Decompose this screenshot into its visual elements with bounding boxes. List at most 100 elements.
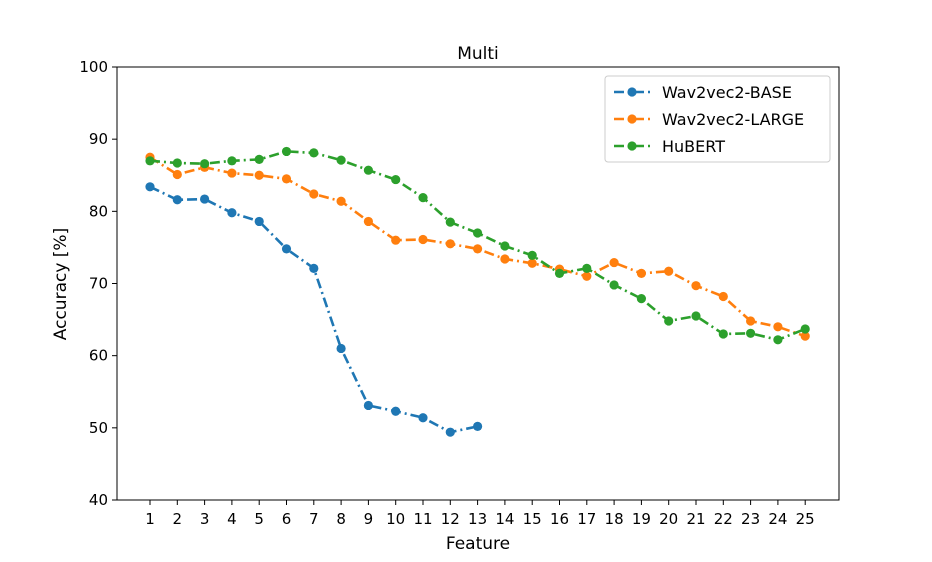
x-tick-label: 23	[741, 510, 760, 528]
x-tick-label: 20	[659, 510, 678, 528]
data-point	[609, 280, 619, 290]
x-tick-label: 18	[605, 510, 624, 528]
data-point	[227, 208, 237, 218]
data-point	[554, 268, 565, 278]
data-point	[445, 217, 455, 227]
legend-item: HuBERT	[614, 137, 725, 156]
x-tick-label: 5	[254, 510, 264, 528]
data-point	[254, 170, 264, 180]
data-point	[172, 195, 182, 205]
x-tick-label: 19	[632, 510, 651, 528]
legend-marker	[627, 114, 637, 124]
data-point	[227, 156, 237, 166]
y-tick-label: 70	[89, 275, 108, 293]
data-point	[309, 148, 319, 158]
y-tick-label: 50	[89, 419, 108, 437]
legend-item: Wav2vec2-LARGE	[614, 110, 804, 129]
data-point	[200, 159, 210, 169]
data-point	[500, 241, 510, 251]
chart-title: Multi	[457, 44, 499, 64]
x-tick-label: 3	[200, 510, 210, 528]
x-tick-label: 2	[173, 510, 183, 528]
data-point	[664, 266, 674, 276]
y-tick-label: 60	[89, 347, 108, 365]
x-tick-label: 14	[495, 510, 514, 528]
data-point	[609, 257, 619, 268]
legend-label: HuBERT	[662, 137, 725, 156]
x-tick-label: 9	[364, 510, 374, 528]
data-point	[281, 146, 292, 157]
data-point	[172, 169, 182, 180]
x-tick-label: 6	[282, 510, 292, 528]
data-point	[582, 263, 592, 273]
data-point	[336, 196, 346, 206]
y-tick-label: 40	[89, 491, 108, 509]
legend-box	[604, 75, 831, 163]
data-point	[691, 281, 701, 291]
series-wav2vec2-large	[145, 152, 810, 341]
legend-marker	[627, 141, 637, 151]
data-point	[391, 235, 401, 245]
series-layer	[145, 146, 810, 437]
legend-label: Wav2vec2-LARGE	[662, 110, 804, 129]
data-point	[746, 316, 756, 326]
data-point	[391, 406, 401, 416]
data-point	[800, 324, 810, 334]
series-hubert	[145, 146, 810, 345]
x-tick-label: 24	[768, 510, 787, 528]
x-tick-label: 12	[441, 510, 460, 528]
y-axis-ticks: 40 50 60 70 80 90 100	[79, 58, 117, 509]
x-tick-label: 15	[523, 510, 542, 528]
data-point	[664, 316, 674, 326]
data-point	[636, 268, 647, 278]
data-point	[527, 250, 537, 260]
legend: Wav2vec2-BASE Wav2vec2-LARGE HuBERT	[604, 75, 831, 163]
data-point	[582, 271, 592, 281]
x-tick-label: 17	[577, 510, 596, 528]
data-point	[418, 193, 428, 203]
data-point	[172, 158, 182, 168]
data-point	[746, 328, 756, 338]
data-point	[281, 244, 292, 254]
data-point	[500, 254, 510, 264]
data-point	[254, 154, 264, 164]
x-tick-label: 16	[550, 510, 569, 528]
data-point	[691, 311, 701, 321]
x-tick-label: 25	[796, 510, 815, 528]
x-tick-label: 13	[468, 510, 487, 528]
data-point	[363, 165, 373, 175]
x-axis-ticks: 1 2 3 4 5 6 7 8 9 10 11 12 13 14 15 16 17 18 19 20 21 22 23 24 2…	[145, 500, 815, 528]
legend-item: Wav2vec2-BASE	[614, 83, 792, 102]
data-point	[363, 400, 373, 411]
data-point	[773, 322, 783, 332]
legend-label: Wav2vec2-BASE	[662, 83, 792, 102]
data-point	[336, 155, 346, 165]
data-point	[145, 182, 155, 192]
data-point	[363, 216, 373, 227]
data-point	[473, 244, 483, 254]
data-point	[227, 168, 237, 178]
data-point	[718, 291, 728, 302]
x-tick-label: 8	[336, 510, 346, 528]
data-point	[200, 194, 210, 204]
data-point	[473, 421, 483, 431]
data-point	[281, 174, 292, 184]
data-point	[145, 156, 155, 166]
x-tick-label: 1	[145, 510, 155, 528]
x-tick-label: 21	[686, 510, 705, 528]
data-point	[800, 331, 810, 341]
y-axis-label: Accuracy [%]	[51, 228, 71, 340]
data-point	[336, 343, 346, 354]
legend-marker	[627, 87, 637, 97]
y-tick-label: 80	[89, 202, 108, 220]
x-tick-label: 7	[309, 510, 319, 528]
x-tick-label: 22	[714, 510, 733, 528]
data-point	[254, 216, 264, 227]
x-tick-label: 11	[413, 510, 432, 528]
data-point	[309, 263, 319, 273]
data-point	[418, 234, 428, 245]
data-point	[309, 189, 319, 199]
data-point	[391, 174, 401, 185]
data-point	[527, 258, 537, 268]
